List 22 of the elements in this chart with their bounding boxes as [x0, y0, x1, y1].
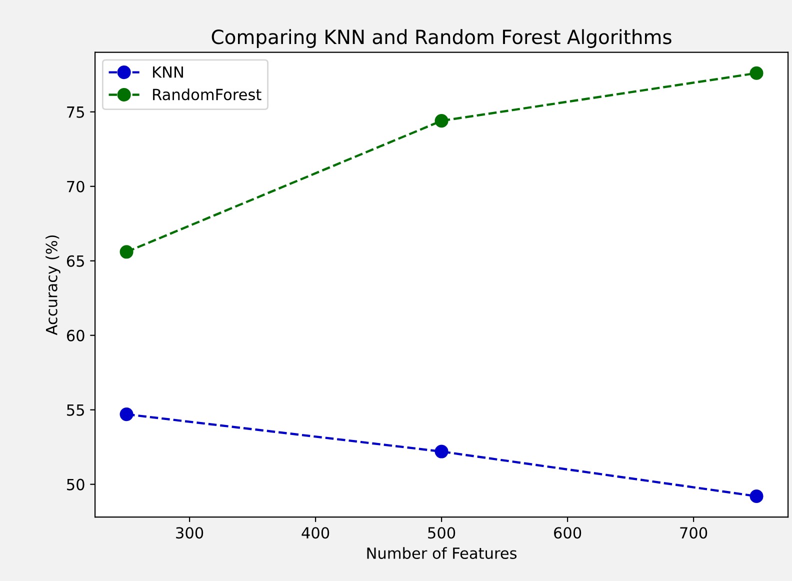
legend-label: KNN: [153, 66, 183, 78]
point: [120, 245, 134, 259]
point: [434, 114, 448, 128]
y-axis-title: Accuracy (%): [46, 235, 60, 336]
x-tick-label: 500: [428, 527, 456, 539]
point: [750, 66, 764, 80]
legend-label: RandomForest: [153, 88, 262, 100]
x-tick-label: 400: [302, 527, 330, 539]
y-tick-label: 65: [66, 255, 84, 267]
point: [750, 489, 764, 504]
chart-title: Comparing KNN and Random Forest Algorithms: [212, 29, 672, 48]
x-tick-label: 700: [680, 527, 708, 539]
y-tick-label: 75: [67, 106, 84, 118]
x-axis-title: Number of Features: [367, 547, 517, 559]
x-tick-label: 600: [554, 527, 582, 539]
y-tick-label: 50: [67, 478, 84, 490]
y-tick-label: 55: [67, 404, 84, 416]
x-tick-label: 300: [176, 527, 204, 539]
point: [434, 444, 448, 458]
point: [120, 408, 134, 422]
y-tick-label: 70: [67, 180, 84, 192]
y-tick-label: 60: [66, 330, 84, 342]
